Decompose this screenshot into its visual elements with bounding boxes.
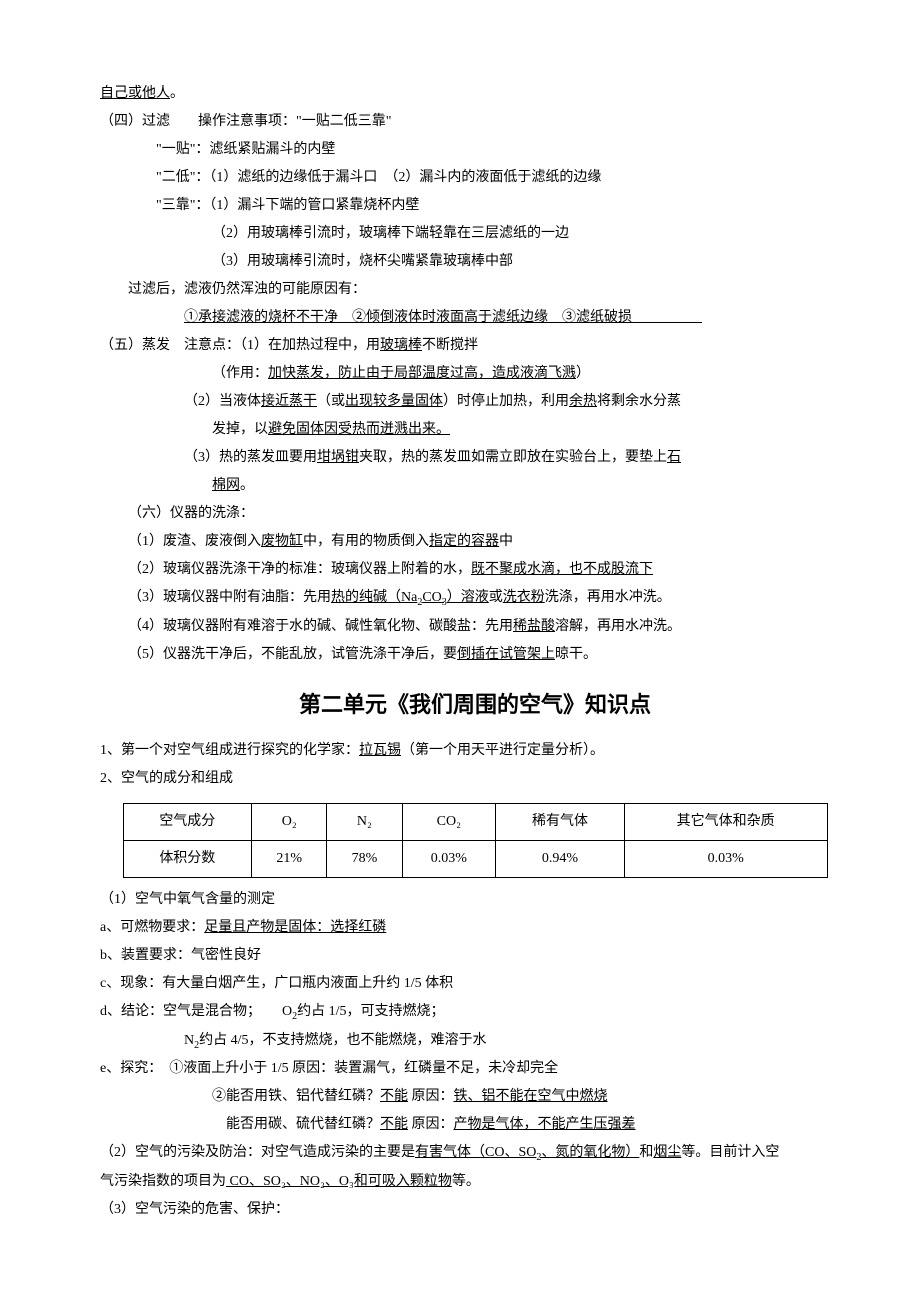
at-c: c、现象：有大量白烟产生，广口瓶内液面上升约 1/5 体积: [100, 970, 850, 998]
s4-lean1: "三靠"：（1）漏斗下端的管口紧靠烧杯内壁: [100, 192, 850, 220]
s5-p3: （3）热的蒸发皿要用坩埚钳夹取，热的蒸发皿如需立即放在实验台上，要垫上石: [100, 444, 850, 472]
s6-heading: （六）仪器的洗涤：: [100, 500, 850, 528]
u2-p2: 2、空气的成分和组成: [100, 765, 850, 793]
th-co2: CO₂: [402, 803, 496, 840]
s4-low: "二低"：（1）滤纸的边缘低于漏斗口 （2）漏斗内的液面低于滤纸的边缘: [100, 164, 850, 192]
td-other: 0.03%: [624, 840, 827, 877]
at-b: b、装置要求：气密性良好: [100, 942, 850, 970]
s5-p3b: 棉网。: [100, 472, 850, 500]
at-d2: N2约占 4/5，不支持燃烧，也不能燃烧，难溶于水: [100, 1027, 850, 1056]
at-e3: 能否用碳、硫代替红磷？不能 原因：产物是气体，不能产生压强差: [100, 1111, 850, 1139]
s6-p1: （1）废渣、废液倒入废物缸中，有用的物质倒入指定的容器中: [100, 528, 850, 556]
s6-p3: （3）玻璃仪器中附有油脂：先用热的纯碱（Na2CO3）溶液或洗衣粉洗涤，再用水冲…: [100, 584, 850, 613]
s4-reasons-u: ①承接滤液的烧杯不干净 ②倾倒液体时液面高于滤纸边缘 ③滤纸破损: [184, 310, 702, 325]
s5-effect: （作用：加快蒸发，防止由于局部温度过高，造成液滴飞溅）: [100, 360, 850, 388]
s4-after: 过滤后，滤液仍然浑浊的可能原因有：: [100, 276, 850, 304]
th-n2: N₂: [327, 803, 402, 840]
td-n2: 78%: [327, 840, 402, 877]
table-header-row: 空气成分 O₂ N₂ CO₂ 稀有气体 其它气体和杂质: [123, 803, 827, 840]
th-label: 空气成分: [123, 803, 252, 840]
th-other: 其它气体和杂质: [624, 803, 827, 840]
s6-p5: （5）仪器洗干净后，不能乱放，试管洗涤干净后，要倒插在试管架上晾干。: [100, 641, 850, 669]
at-e2: ②能否用铁、铝代替红磷？不能 原因：铁、铝不能在空气中燃烧: [100, 1083, 850, 1111]
at-p1: （1）空气中氧气含量的测定: [100, 886, 850, 914]
s5-p2b: 发掉，以避免固体因受热而迸溅出来。: [100, 416, 850, 444]
th-rare: 稀有气体: [496, 803, 625, 840]
s5-heading: （五）蒸发 注意点：（1）在加热过程中，用玻璃棒不断搅拌: [100, 332, 850, 360]
td-o2: 21%: [252, 840, 327, 877]
s4-reasons: ①承接滤液的烧杯不干净 ②倾倒液体时液面高于滤纸边缘 ③滤纸破损: [100, 304, 850, 332]
s4-lean2: （2）用玻璃棒引流时，玻璃棒下端轻靠在三层滤纸的一边: [100, 220, 850, 248]
u2-p1: 1、第一个对空气组成进行探究的化学家：拉瓦锡（第一个用天平进行定量分析）。: [100, 737, 850, 765]
th-o2: O₂: [252, 803, 327, 840]
top-line: 自己或他人。: [100, 80, 850, 108]
td-rare: 0.94%: [496, 840, 625, 877]
td-label: 体积分数: [123, 840, 252, 877]
table-row: 体积分数 21% 78% 0.03% 0.94% 0.03%: [123, 840, 827, 877]
at-p3: （3）空气污染的危害、保护：: [100, 1196, 850, 1224]
s6-p4: （4）玻璃仪器附有难溶于水的碱、碱性氧化物、碳酸盐：先用稀盐酸溶解，再用水冲洗。: [100, 613, 850, 641]
at-p2b: 气污染指数的项目为 CO、SO₂、NO₂、O₃和可吸入颗粒物等。: [100, 1168, 850, 1196]
top-underline: 自己或他人: [100, 86, 170, 101]
at-d: d、结论：空气是混合物； O2约占 1/5，可支持燃烧；: [100, 998, 850, 1027]
s4-tie: "一贴"：滤纸紧贴漏斗的内壁: [100, 136, 850, 164]
s4-lean3: （3）用玻璃棒引流时，烧杯尖嘴紧靠玻璃棒中部: [100, 248, 850, 276]
unit2-title: 第二单元《我们周围的空气》知识点: [100, 683, 850, 727]
at-e1: e、探究： ①液面上升小于 1/5 原因：装置漏气，红磷量不足，未冷却完全: [100, 1055, 850, 1083]
s4-heading: （四）过滤 操作注意事项："一贴二低三靠": [100, 108, 850, 136]
s5-p2: （2）当液体接近蒸干（或出现较多量固体）时停止加热，利用余热将剩余水分蒸: [100, 388, 850, 416]
at-a: a、可燃物要求：足量且产物是固体：选择红磷: [100, 914, 850, 942]
air-composition-table: 空气成分 O₂ N₂ CO₂ 稀有气体 其它气体和杂质 体积分数 21% 78%…: [123, 803, 828, 878]
at-p2: （2）空气的污染及防治：对空气造成污染的主要是有害气体（CO、SO2、氮的氧化物…: [100, 1139, 850, 1168]
s6-p2: （2）玻璃仪器洗涤干净的标准：玻璃仪器上附着的水，既不聚成水滴，也不成股流下: [100, 556, 850, 584]
td-co2: 0.03%: [402, 840, 496, 877]
